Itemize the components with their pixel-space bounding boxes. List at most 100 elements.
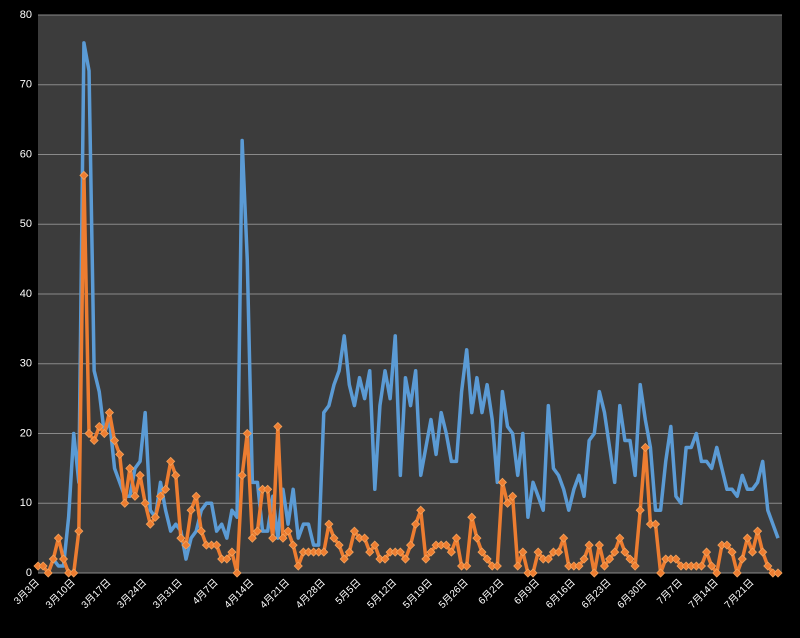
marker xyxy=(589,568,599,578)
marker xyxy=(380,554,390,564)
marker xyxy=(462,561,472,571)
marker xyxy=(773,568,783,578)
marker xyxy=(492,561,502,571)
marker xyxy=(319,547,329,557)
marker xyxy=(232,568,242,578)
marker xyxy=(753,526,763,536)
marker xyxy=(171,470,181,480)
marker xyxy=(242,428,252,439)
marker xyxy=(278,533,288,543)
marker xyxy=(472,533,482,543)
marker xyxy=(701,547,712,557)
marker xyxy=(268,533,278,543)
marker xyxy=(150,512,160,522)
marker xyxy=(640,442,650,453)
marker xyxy=(758,547,768,557)
marker xyxy=(574,561,584,571)
marker xyxy=(94,421,104,432)
marker xyxy=(395,547,405,557)
marker xyxy=(671,554,681,564)
marker xyxy=(502,498,513,508)
marker xyxy=(69,568,79,578)
marker xyxy=(451,533,462,543)
marker xyxy=(482,554,492,564)
marker xyxy=(166,456,176,466)
marker xyxy=(707,561,717,571)
marker xyxy=(324,519,334,529)
marker xyxy=(38,561,48,571)
marker xyxy=(273,421,283,432)
marker xyxy=(365,547,375,557)
marker xyxy=(650,519,661,529)
y-tick-label: 70 xyxy=(20,79,32,91)
marker xyxy=(610,547,620,557)
marker xyxy=(344,547,354,557)
marker xyxy=(528,568,538,578)
marker xyxy=(405,540,416,550)
marker xyxy=(497,477,507,487)
marker xyxy=(145,519,155,529)
marker xyxy=(99,428,109,439)
y-tick-label: 20 xyxy=(20,427,32,439)
marker xyxy=(89,435,99,446)
marker xyxy=(125,463,135,473)
marker xyxy=(222,554,232,564)
y-tick-label: 80 xyxy=(20,9,32,21)
series-line xyxy=(38,41,780,575)
marker xyxy=(79,170,89,180)
marker xyxy=(247,533,257,543)
marker xyxy=(181,540,191,550)
marker xyxy=(283,526,293,536)
marker xyxy=(339,554,349,564)
marker xyxy=(513,561,523,571)
marker xyxy=(732,568,742,578)
marker xyxy=(533,547,543,557)
marker xyxy=(441,540,451,550)
marker xyxy=(411,519,421,529)
marker xyxy=(334,540,344,550)
marker xyxy=(467,512,477,522)
marker xyxy=(747,547,758,557)
marker xyxy=(426,547,436,557)
marker xyxy=(584,540,594,550)
marker xyxy=(446,547,456,557)
marker xyxy=(360,533,370,543)
y-tick-label: 0 xyxy=(26,567,32,579)
marker xyxy=(115,449,125,459)
marker xyxy=(109,435,120,446)
marker xyxy=(74,526,84,536)
marker xyxy=(518,547,528,557)
marker xyxy=(212,540,222,550)
marker xyxy=(161,484,171,494)
marker xyxy=(656,568,666,578)
marker xyxy=(293,561,303,571)
marker xyxy=(620,547,630,557)
marker xyxy=(349,526,359,536)
marker xyxy=(135,470,145,480)
marker xyxy=(237,470,247,480)
marker xyxy=(288,540,298,550)
marker xyxy=(615,533,625,543)
y-tick-label: 50 xyxy=(20,218,32,230)
marker xyxy=(543,554,553,564)
marker xyxy=(727,547,737,557)
marker xyxy=(191,491,201,501)
marker xyxy=(53,533,63,543)
marker xyxy=(421,554,431,564)
y-tick-label: 30 xyxy=(20,358,32,370)
marker xyxy=(737,554,747,564)
marker xyxy=(155,491,166,501)
marker xyxy=(140,498,150,508)
marker xyxy=(763,561,773,571)
marker xyxy=(605,554,615,564)
marker xyxy=(696,561,707,571)
y-tick-label: 40 xyxy=(20,288,32,300)
marker xyxy=(58,554,69,564)
marker xyxy=(370,540,380,550)
marker xyxy=(635,505,645,515)
marker xyxy=(130,491,140,501)
marker xyxy=(722,540,732,550)
marker xyxy=(599,561,610,571)
marker xyxy=(579,554,589,564)
marker xyxy=(263,484,273,494)
